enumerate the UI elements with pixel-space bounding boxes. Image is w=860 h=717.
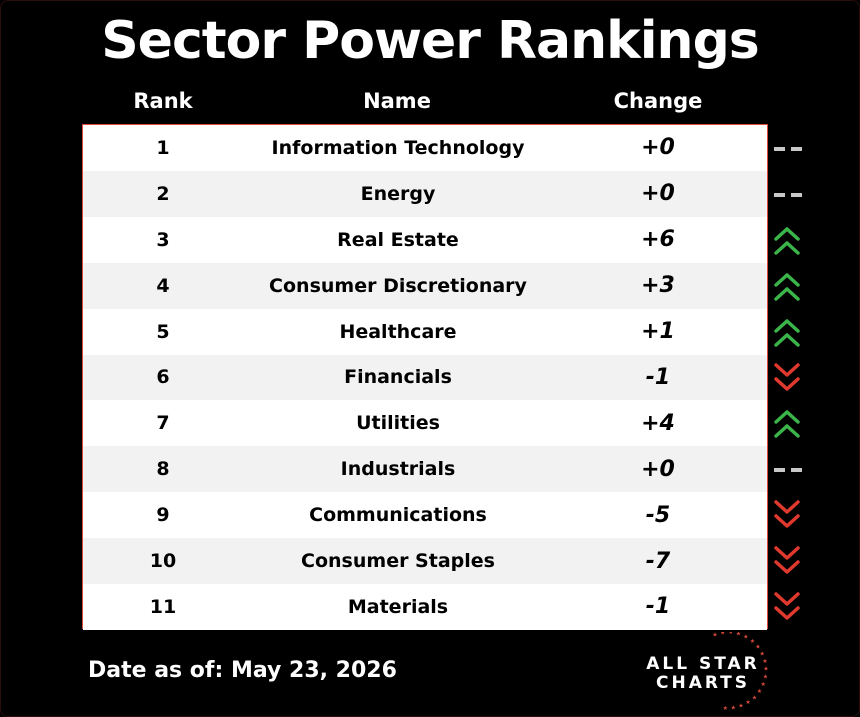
double-chevron-down-icon — [770, 584, 808, 630]
table-row: 10 Consumer Staples -7 — [83, 538, 767, 584]
svg-text:★: ★ — [752, 694, 757, 701]
logo-line-1: ALL STAR — [646, 654, 760, 674]
flat-dash-icon — [770, 125, 808, 171]
rank-cell: 5 — [156, 320, 170, 343]
rank-cell: 11 — [149, 595, 177, 618]
double-chevron-up-icon — [770, 217, 808, 263]
page-title: Sector Power Rankings — [101, 11, 760, 71]
svg-text:★: ★ — [736, 632, 741, 638]
sector-name-cell: Consumer Discretionary — [269, 274, 527, 297]
svg-text:★: ★ — [755, 644, 760, 651]
table-row: 8 Industrials +0 — [83, 446, 767, 493]
logo-line-2: CHARTS — [655, 673, 751, 693]
double-chevron-up-icon — [770, 309, 808, 355]
rank-cell: 2 — [156, 182, 170, 205]
column-header-rank: Rank — [133, 89, 193, 113]
double-chevron-down-icon — [770, 492, 808, 538]
date-as-of: Date as of: May 23, 2026 — [88, 658, 397, 683]
rank-cell: 8 — [156, 458, 170, 481]
table-row: 6 Financials -1 — [83, 354, 767, 401]
double-chevron-down-icon — [770, 355, 808, 401]
flat-dash-icon — [770, 446, 808, 492]
rankings-table: 1 Information Technology +0 2 Energy +0 3 Real … — [82, 124, 768, 630]
svg-text:★: ★ — [731, 705, 736, 712]
table-row: 1 Information Technology +0 — [83, 125, 767, 171]
double-chevron-down-icon — [770, 538, 808, 584]
svg-text:★: ★ — [763, 666, 768, 673]
sector-name-cell: Consumer Staples — [301, 550, 495, 573]
rank-cell: 10 — [149, 550, 177, 573]
svg-text:★: ★ — [723, 705, 728, 712]
table-row: 11 Materials -1 — [83, 584, 767, 630]
change-cell: +4 — [641, 410, 675, 436]
sector-name-cell: Communications — [309, 504, 487, 527]
sector-name-cell: Industrials — [340, 458, 456, 481]
rank-cell: 1 — [156, 136, 170, 159]
svg-text:★: ★ — [743, 633, 748, 640]
svg-text:★: ★ — [712, 632, 717, 638]
rank-cell: 7 — [156, 412, 170, 435]
svg-text:★: ★ — [738, 703, 743, 710]
change-cell: -1 — [645, 594, 671, 620]
svg-text:★: ★ — [762, 658, 767, 665]
double-chevron-up-icon — [770, 400, 808, 446]
change-cell: +0 — [641, 181, 675, 207]
column-header-name: Name — [363, 89, 431, 113]
change-cell: +0 — [641, 135, 675, 161]
rank-cell: 9 — [156, 504, 170, 527]
change-cell: +3 — [641, 273, 675, 299]
column-header-change: Change — [613, 89, 703, 113]
change-cell: +1 — [641, 319, 675, 345]
svg-text:★: ★ — [720, 632, 725, 636]
rank-cell: 6 — [156, 366, 170, 389]
change-cell: -7 — [645, 548, 671, 574]
table-row: 9 Communications -5 — [83, 492, 767, 539]
svg-text:★: ★ — [761, 681, 766, 688]
logo-star-ring-icon: ★ ★ ★ ★ ★★★★★★★★★★★★★★ — [712, 632, 768, 712]
table-row: 3 Real Estate +6 — [83, 216, 767, 263]
sector-name-cell: Financials — [344, 366, 452, 389]
table-row: 2 Energy +0 — [83, 170, 767, 217]
all-star-charts-logo: ★ ★ ★ ★ ★ ★ ★ ★ ★ ★ ★ ★ ★ ★ ★ ★ ★ ★ ALL STAR CHARTS — [628, 632, 778, 712]
svg-text:★: ★ — [745, 699, 750, 706]
flat-dash-icon — [770, 171, 808, 217]
table-row: 5 Healthcare +1 — [83, 308, 767, 355]
svg-text:★: ★ — [763, 674, 768, 681]
sector-name-cell: Energy — [360, 182, 436, 205]
svg-text:★: ★ — [750, 638, 755, 645]
table-row: 7 Utilities +4 — [83, 400, 767, 447]
sector-name-cell: Healthcare — [339, 320, 457, 343]
svg-text:★: ★ — [760, 650, 765, 657]
table-row: 4 Consumer Discretionary +3 — [83, 262, 767, 309]
sector-name-cell: Materials — [347, 595, 449, 618]
change-cell: +0 — [641, 456, 675, 482]
rank-cell: 4 — [156, 274, 170, 297]
sector-name-cell: Information Technology — [271, 136, 525, 159]
change-cell: -1 — [645, 364, 671, 390]
change-cell: -5 — [645, 502, 671, 528]
sector-name-cell: Real Estate — [337, 228, 459, 251]
svg-text:★: ★ — [728, 632, 733, 636]
sector-name-cell: Utilities — [356, 412, 440, 435]
svg-text:★: ★ — [757, 688, 762, 695]
double-chevron-up-icon — [770, 263, 808, 309]
change-cell: +6 — [641, 227, 675, 253]
rank-cell: 3 — [156, 228, 170, 251]
